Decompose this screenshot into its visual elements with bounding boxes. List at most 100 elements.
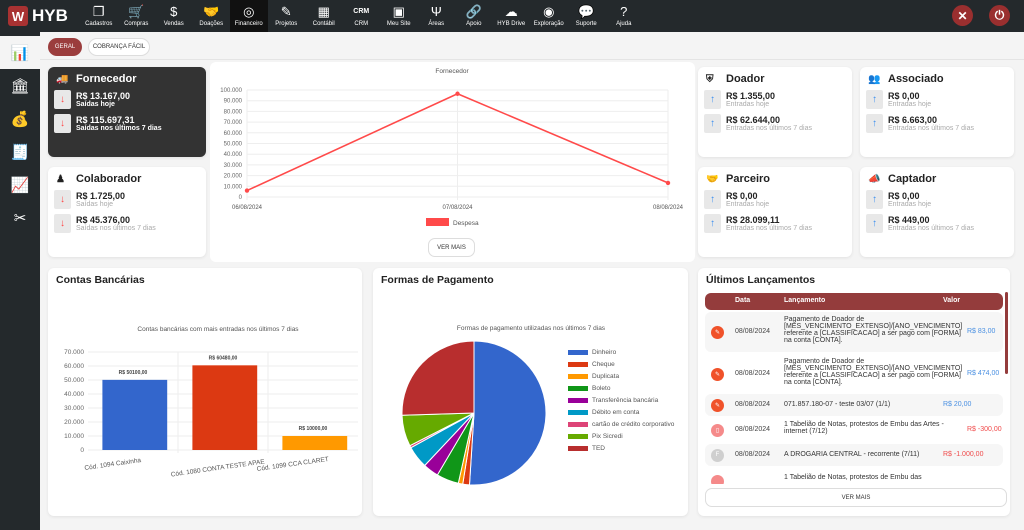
entry-value: R$ 20,00 — [943, 401, 972, 408]
contas-bancarias-panel: Contas Bancárias Contas bancárias com ma… — [48, 268, 362, 516]
nav-contabil[interactable]: ▦ Contábil — [305, 0, 343, 32]
scrollbar[interactable] — [1005, 292, 1008, 374]
areas-icon: Ψ — [430, 4, 442, 19]
dollar-icon: $ — [170, 4, 178, 19]
x-tick-label: 06/08/2024 — [232, 205, 263, 211]
bullseye-icon: ◉ — [543, 4, 555, 19]
amount-label: Entradas nos últimos 7 dias — [888, 225, 974, 232]
fornecedor-line-chart: Fornecedor 0 10.000 20.000 30.000 40.000 50.00… — [220, 68, 683, 227]
table-row[interactable]: ✎ 08/08/2024 Pagamento de Doador de [MES… — [705, 354, 1003, 394]
nav-vendas[interactable]: $ Vendas — [155, 0, 193, 32]
nav-label: Projetos — [275, 21, 298, 27]
table-row[interactable]: F 08/08/2024 A DROGARIA CENTRAL - recorr… — [705, 444, 1003, 466]
panel-title: Contas Bancárias — [56, 274, 145, 286]
legend-label: Despesa — [453, 220, 479, 227]
tools-sidebar-icon[interactable]: ✂ — [13, 209, 27, 227]
tab-geral[interactable]: GERAL — [48, 38, 82, 56]
hyb-logo[interactable]: W HYB — [8, 6, 80, 26]
arrow-down-icon: ↓ — [54, 114, 71, 133]
tab-cobranca-facil[interactable]: COBRANÇA FÁCIL — [88, 38, 150, 56]
ver-mais-button[interactable]: VER MAIS — [428, 238, 475, 257]
monitor-icon: ▣ — [392, 4, 405, 19]
chart-icon[interactable]: 📊 — [0, 36, 40, 69]
power-icon[interactable]: ⏻ — [989, 5, 1010, 26]
card-title: Parceiro — [726, 173, 771, 185]
data-point — [455, 91, 460, 96]
legend-item[interactable]: Boleto — [568, 382, 674, 394]
entry-description: A DROGARIA CENTRAL - recorrente (7/11) — [784, 451, 920, 458]
nav-hyb-drive[interactable]: ☁ HYB Drive — [493, 0, 531, 32]
legend-item[interactable]: Transferência bancária — [568, 394, 674, 406]
formas-pie-chart: Formas de pagamento utilizadas nos últim… — [401, 325, 606, 486]
chat-icon: 💬 — [578, 4, 595, 19]
legend-item[interactable]: Cheque — [568, 358, 674, 370]
amount-7-days: R$ 449,00 — [888, 215, 930, 225]
amount-label: Entradas hoje — [726, 201, 770, 208]
ver-mais-lancamentos-button[interactable]: VER MAIS — [705, 488, 1007, 507]
legend-item[interactable]: Pix Sicredi — [568, 430, 674, 442]
legend-item[interactable]: Duplicata — [568, 370, 674, 382]
arrow-down-icon: ↓ — [54, 214, 71, 233]
y-tick-label: 50.000 — [224, 142, 243, 148]
crm-icon: CRM — [353, 8, 370, 15]
table-row[interactable]: ▯ 08/08/2024 1 Tabelião de Notas, protes… — [705, 417, 1003, 443]
table-row[interactable]: 1 Tabelião de Notas, protestos de Embu d… — [705, 471, 1003, 484]
legend-item[interactable]: Débito em conta — [568, 406, 674, 418]
nav-areas[interactable]: Ψ Áreas — [418, 0, 456, 32]
donor-icon: ⛨ — [706, 73, 714, 85]
nav-apoio[interactable]: 🔗 Apoio — [455, 0, 493, 32]
legend-label: Débito em conta — [592, 408, 640, 416]
data-point — [665, 180, 671, 186]
entry-date: 08/08/2024 — [735, 401, 771, 408]
logo-mark-icon: W — [8, 6, 28, 26]
nav-doacoes[interactable]: 🤝 Doações — [193, 0, 231, 32]
nav-projetos[interactable]: ✎ Projetos — [268, 0, 306, 32]
arrow-up-icon: ↑ — [866, 90, 883, 109]
col-lancamento: Lançamento — [784, 297, 826, 304]
legend-label: Boleto — [592, 384, 611, 392]
nav-meu-site[interactable]: ▣ Meu Site — [380, 0, 418, 32]
nav-compras[interactable]: 🛒 Compras — [118, 0, 156, 32]
amount-label: Saídas nos últimos 7 dias — [76, 125, 162, 132]
fornecedor-card[interactable]: 🚚 Fornecedor ↓ R$ 13.167,00 Saídas hoje ↓ R$… — [48, 67, 206, 157]
tools-icon[interactable]: ✕ — [952, 5, 973, 26]
y-tick-label: 20.000 — [64, 419, 84, 426]
report-icon[interactable]: 📈 — [10, 176, 30, 194]
entry-date: 08/08/2024 — [735, 328, 771, 335]
arrow-up-icon: ↑ — [866, 114, 883, 133]
nav-ajuda[interactable]: ? Ajuda — [605, 0, 643, 32]
y-tick-label: 40.000 — [64, 391, 84, 398]
nav-label: Financeiro — [234, 21, 263, 27]
entry-type-icon: ✎ — [711, 398, 724, 412]
chart-title: Contas bancárias com mais entradas nos ú… — [137, 326, 299, 333]
arrow-down-icon: ↓ — [54, 90, 71, 109]
panel-title: Formas de Pagamento — [381, 274, 494, 286]
legend-item[interactable]: Dinheiro — [568, 346, 674, 358]
target-gear-icon: ◎ — [243, 4, 255, 19]
nav-label: Suporte — [575, 21, 597, 27]
table-row[interactable]: ✎ 08/08/2024 071.857.180-07 - teste 03/0… — [705, 394, 1003, 416]
col-data: Data — [735, 297, 751, 304]
money-bag-icon[interactable]: 💰 — [10, 110, 30, 128]
parceiro-card[interactable]: 🤝 Parceiro ↑ R$ 0,00 Entradas hoje ↑ R$ 28.0… — [698, 167, 852, 257]
legend-item[interactable]: TED — [568, 442, 674, 454]
associado-card[interactable]: 👥 Associado ↑ R$ 0,00 Entradas hoje ↑ R$ 6.6… — [860, 67, 1014, 157]
amount-label: Saídas nos últimos 7 dias — [76, 225, 156, 232]
x-tick-label: Cód. 1094 Caixinha — [84, 457, 142, 472]
bank-icon[interactable]: 🏛 — [10, 77, 30, 95]
nav-crm[interactable]: CRM CRM — [343, 0, 381, 32]
doador-card[interactable]: ⛨ Doador ↑ R$ 1.355,00 Entradas hoje ↑ R$ 62… — [698, 67, 852, 157]
captador-card[interactable]: 📣 Captador ↑ R$ 0,00 Entradas hoje ↑ R$ 449,… — [860, 167, 1014, 257]
nav-suporte[interactable]: 💬 Suporte — [568, 0, 606, 32]
cloud-upload-icon: ☁ — [504, 4, 518, 19]
legend-item[interactable]: cartão de crédito corporativo — [568, 418, 674, 430]
table-row[interactable]: ✎ 08/08/2024 Pagamento de Doador de [MES… — [705, 312, 1003, 352]
nav-exploracao[interactable]: ◉ Exploração — [530, 0, 568, 32]
entry-date: 08/08/2024 — [735, 370, 771, 377]
y-tick-label: 100.000 — [220, 88, 242, 94]
amount-7-days: R$ 28.099,11 — [726, 215, 780, 225]
nav-cadastros[interactable]: ❐ Cadastros — [80, 0, 118, 32]
nav-financeiro[interactable]: ◎ Financeiro — [230, 0, 268, 32]
invoice-icon[interactable]: 🧾 — [10, 143, 30, 161]
colaborador-card[interactable]: ♟ Colaborador ↓ R$ 1.725,00 Saídas hoje ↓ R$… — [48, 167, 206, 257]
